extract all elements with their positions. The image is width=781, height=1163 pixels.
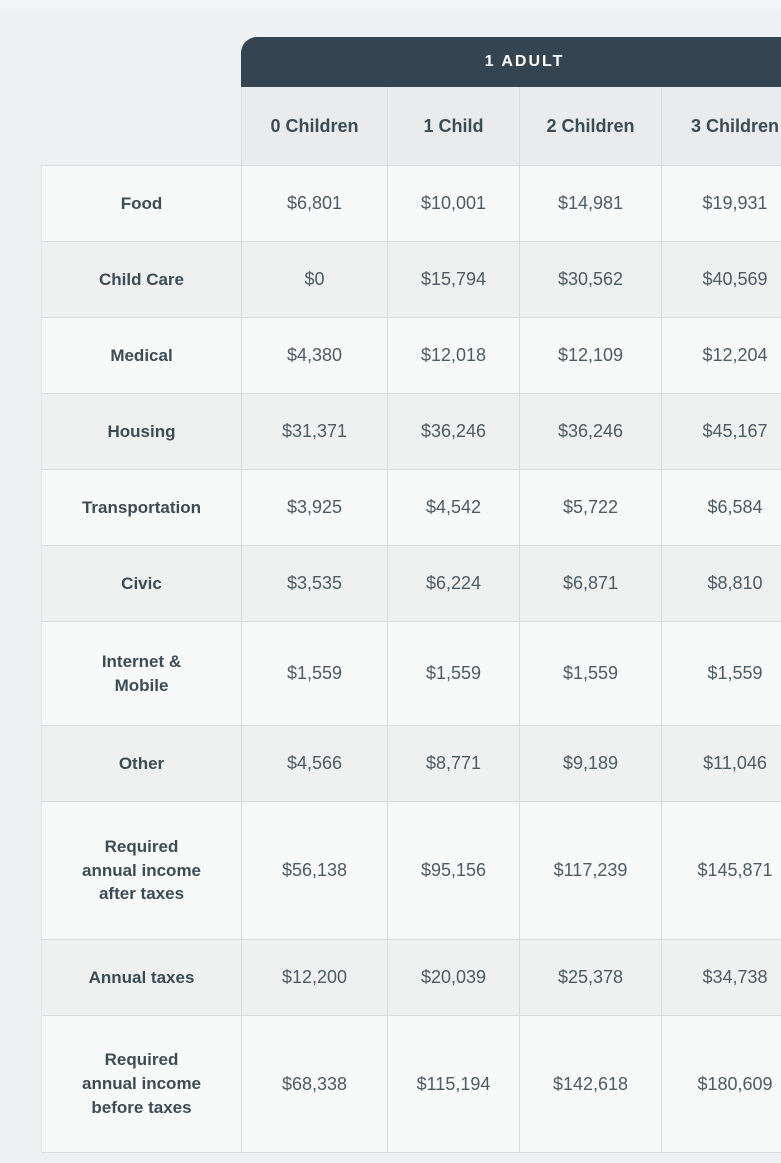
value-cell: $12,200 [241,939,387,1015]
value-cell: $6,871 [519,545,661,621]
value-cell: $180,609 [661,1015,781,1153]
table-row-child-care: Child Care $0 $15,794 $30,562 $40,569 [41,241,781,317]
row-label: Child Care [41,241,241,317]
value-cell: $45,167 [661,393,781,469]
table-row-transportation: Transportation $3,925 $4,542 $5,722 $6,5… [41,469,781,545]
row-label: Civic [41,545,241,621]
value-cell: $15,794 [387,241,519,317]
value-cell: $1,559 [661,621,781,725]
value-cell: $68,338 [241,1015,387,1153]
value-cell: $117,239 [519,801,661,939]
value-cell: $1,559 [519,621,661,725]
value-cell: $12,109 [519,317,661,393]
value-cell: $36,246 [519,393,661,469]
table-row-housing: Housing $31,371 $36,246 $36,246 $45,167 [41,393,781,469]
table-row-other: Other $4,566 $8,771 $9,189 $11,046 [41,725,781,801]
value-cell: $25,378 [519,939,661,1015]
value-cell: $14,981 [519,165,661,241]
value-cell: $11,046 [661,725,781,801]
value-cell: $115,194 [387,1015,519,1153]
row-label: Other [41,725,241,801]
value-cell: $8,810 [661,545,781,621]
value-cell: $20,039 [387,939,519,1015]
table-row-annual-taxes: Annual taxes $12,200 $20,039 $25,378 $34… [41,939,781,1015]
row-label: Medical [41,317,241,393]
table-row-civic: Civic $3,535 $6,224 $6,871 $8,810 [41,545,781,621]
value-cell: $1,559 [387,621,519,725]
table-row-food: Food $6,801 $10,001 $14,981 $19,931 [41,165,781,241]
value-cell: $34,738 [661,939,781,1015]
value-cell: $19,931 [661,165,781,241]
living-wage-table: 1 ADULT 0 Children 1 Child 2 Children 3 … [41,37,781,1153]
row-label: Internet & Mobile [41,621,241,725]
corner-spacer [41,87,241,165]
column-header-1-child: 1 Child [387,87,519,165]
value-cell: $4,542 [387,469,519,545]
value-cell: $6,224 [387,545,519,621]
column-header-row: 0 Children 1 Child 2 Children 3 Children [41,87,781,165]
table-row-required-income-after-taxes: Required annual income after taxes $56,1… [41,801,781,939]
value-cell: $9,189 [519,725,661,801]
row-label: Housing [41,393,241,469]
value-cell: $12,204 [661,317,781,393]
value-cell: $5,722 [519,469,661,545]
value-cell: $40,569 [661,241,781,317]
value-cell: $10,001 [387,165,519,241]
value-cell: $95,156 [387,801,519,939]
value-cell: $31,371 [241,393,387,469]
value-cell: $6,584 [661,469,781,545]
table-row-required-income-before-taxes: Required annual income before taxes $68,… [41,1015,781,1153]
adult-group-header: 1 ADULT [241,37,781,87]
value-cell: $0 [241,241,387,317]
value-cell: $30,562 [519,241,661,317]
table-row-medical: Medical $4,380 $12,018 $12,109 $12,204 [41,317,781,393]
row-label: Required annual income before taxes [41,1015,241,1153]
row-label: Transportation [41,469,241,545]
column-header-0-children: 0 Children [241,87,387,165]
row-label: Required annual income after taxes [41,801,241,939]
value-cell: $8,771 [387,725,519,801]
value-cell: $145,871 [661,801,781,939]
value-cell: $3,925 [241,469,387,545]
table-row-internet-mobile: Internet & Mobile $1,559 $1,559 $1,559 $… [41,621,781,725]
row-label: Annual taxes [41,939,241,1015]
column-header-2-children: 2 Children [519,87,661,165]
value-cell: $142,618 [519,1015,661,1153]
value-cell: $4,380 [241,317,387,393]
value-cell: $12,018 [387,317,519,393]
column-header-3-children: 3 Children [661,87,781,165]
value-cell: $36,246 [387,393,519,469]
value-cell: $4,566 [241,725,387,801]
value-cell: $1,559 [241,621,387,725]
value-cell: $56,138 [241,801,387,939]
value-cell: $6,801 [241,165,387,241]
adult-group-label: 1 ADULT [484,53,565,70]
row-label: Food [41,165,241,241]
value-cell: $3,535 [241,545,387,621]
